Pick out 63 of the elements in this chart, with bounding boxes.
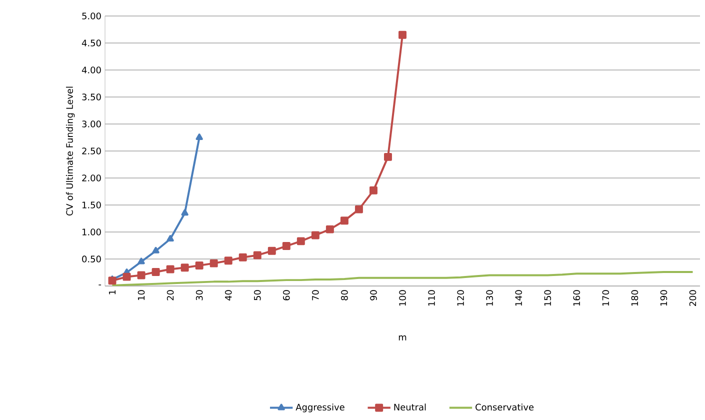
x-tick-label: 150 [544,290,552,306]
point [166,265,174,274]
point [354,205,363,214]
point [238,253,247,262]
point [196,134,203,140]
point [253,251,262,260]
legend-label: Aggressive [296,404,344,412]
x-tick-label: 190 [660,290,668,306]
y-tick-label: 1.00 [82,228,101,236]
x-tick-label: 200 [689,290,696,306]
point [166,235,174,242]
y-tick-label: - [98,284,102,286]
y-tick-label: 2.50 [82,148,101,154]
x-tick-label: 120 [457,290,464,306]
y-tick-label: 2.00 [82,174,101,182]
y-tick-label: 0.50 [82,256,101,262]
point [152,268,160,276]
x-tick-label: 110 [428,290,435,306]
point [137,271,146,280]
point [224,256,232,265]
y-tick-label: 4.50 [82,40,101,46]
point [195,261,204,270]
point [122,272,131,281]
legend-label: Conservative [476,404,534,411]
x-tick-label: 170 [602,290,610,306]
point [180,264,189,272]
x-tick-label: 90 [370,290,377,300]
y-tick-label: 1.50 [82,202,101,208]
point [384,152,392,161]
point [340,216,348,225]
x-tick-label: 80 [341,290,348,300]
x-tick-label: 160 [573,290,580,306]
x-tick-label: 1 [108,290,116,294]
x-tick-label: 140 [515,290,522,306]
x-tick-label: 100 [399,290,406,306]
x-tick-label: 130 [486,290,493,306]
point [138,258,145,264]
y-tick-label: 3.50 [82,94,101,100]
point [326,225,334,234]
point [152,246,160,254]
x-tick-label: 10 [138,290,145,300]
y-tick-label: 5.00 [82,12,101,20]
x-axis-title: m [398,335,406,340]
x-tick-label: 30 [196,290,203,300]
point [181,209,188,216]
point [296,237,305,246]
x-tick-label: 20 [166,290,174,300]
point [108,276,116,285]
x-tick-label: 70 [312,290,319,300]
y-axis-title: CV of Ultimate Funding Level [66,86,75,216]
x-tick-label: 180 [631,290,638,306]
point [369,186,378,194]
x-tick-label: 50 [254,290,261,300]
point [268,246,276,255]
x-tick-label: 40 [224,290,232,300]
x-tick-label: 60 [283,290,290,300]
legend-label: Neutral [394,404,426,411]
point [282,242,290,250]
y-tick-label: 4.00 [82,66,101,74]
point [210,259,218,268]
point [311,231,320,240]
point [398,30,406,39]
y-tick-label: 3.00 [82,120,101,128]
